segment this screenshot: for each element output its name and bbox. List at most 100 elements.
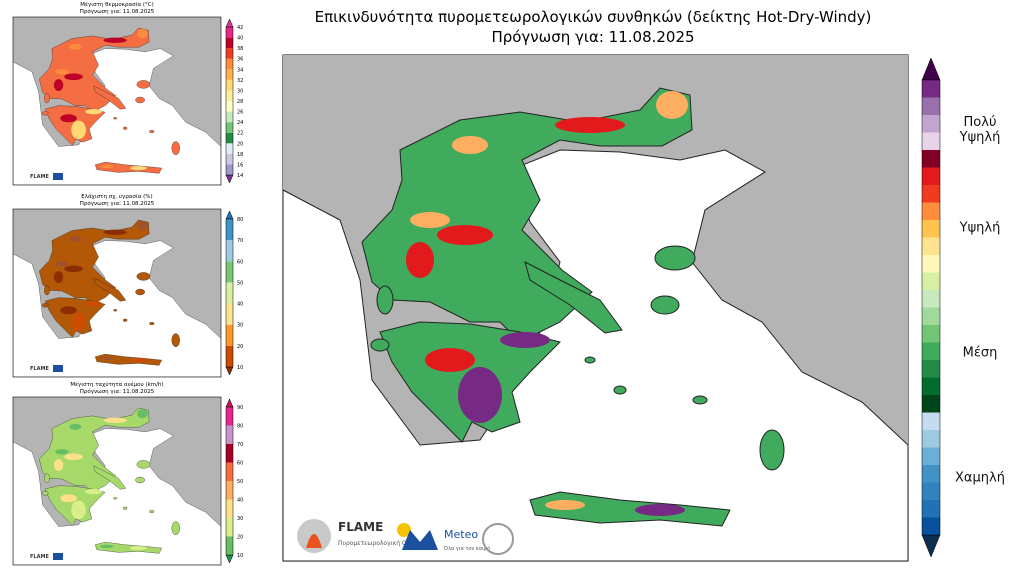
cbar-tick-label: 16 <box>237 162 243 168</box>
cbar-segment <box>922 342 940 360</box>
cbar-segment <box>226 164 233 175</box>
cbar-tick-label: 50 <box>237 479 243 485</box>
cbar-segment <box>226 58 233 70</box>
cbar-tick-label: 30 <box>237 323 243 329</box>
cbar-segment <box>226 37 233 49</box>
cbar-segment <box>226 90 233 101</box>
cbar-segment <box>226 240 233 262</box>
cbar-segment <box>922 237 940 255</box>
cbar-segment <box>922 132 940 150</box>
main-subtitle: Πρόγνωση για: 11.08.2025 <box>491 28 694 46</box>
flame-caption: Πυρομετεωρολογική Ομάδα <box>338 540 422 547</box>
cbar-segment <box>922 255 940 273</box>
cbar-tick-label: 28 <box>237 99 243 105</box>
cbar-segment <box>922 167 940 185</box>
cbar-segment <box>922 325 940 343</box>
cbar-segment <box>226 481 233 500</box>
cbar-tick-label: 20 <box>237 141 243 147</box>
cbar-arrow <box>225 398 234 408</box>
cbar-segment <box>922 307 940 325</box>
cbar-tick-label: 18 <box>237 152 243 158</box>
cbar-segment <box>226 143 233 154</box>
panel-map <box>13 209 221 377</box>
cbar-tick-label: 90 <box>237 405 243 411</box>
cbar-tick-label: 30 <box>237 516 243 522</box>
cbar-segment <box>226 425 233 444</box>
cbar-tick-label: 80 <box>237 217 243 223</box>
cbar-segment <box>922 185 940 203</box>
cbar-tick-label: 24 <box>237 120 243 126</box>
panel-map <box>13 17 221 185</box>
flame-logo: FLAME <box>338 520 383 534</box>
cbar-tick-label: 10 <box>237 553 243 559</box>
cbar-tick-label: 40 <box>237 498 243 504</box>
cbar-tick-label: 70 <box>237 442 243 448</box>
cbar-tick-label: 22 <box>237 131 243 137</box>
cbar-tick-label: 20 <box>237 535 243 541</box>
cbar-segment <box>226 27 233 38</box>
cbar-segment <box>922 517 940 535</box>
panel-subtitle: Πρόγνωση για: 11.08.2025 <box>80 8 155 15</box>
cbar-tick-label: 14 <box>237 173 243 179</box>
cbar-segment <box>922 447 940 465</box>
cbar-segment <box>226 261 233 283</box>
main-title: Επικινδυνότητα πυρομετεωρολογικών συνθηκ… <box>315 8 872 26</box>
cbar-segment <box>922 202 940 220</box>
cbar-segment <box>922 290 940 308</box>
cbar-segment <box>226 536 233 555</box>
meteo-caption: Όλα για τον καιρό <box>443 545 490 552</box>
cbar-tick-label: 60 <box>237 461 243 467</box>
cbar-arrow <box>225 210 234 220</box>
panel-logo: FLAME <box>30 366 49 372</box>
cbar-tick-label: 80 <box>237 424 243 430</box>
meteo-logo: Meteo <box>444 528 478 541</box>
cbar-segment <box>226 499 233 518</box>
cbar-segment <box>226 101 233 112</box>
cbar-frame <box>921 79 941 536</box>
panel-frame <box>12 208 222 378</box>
cbar-segment <box>226 69 233 80</box>
cbar-frame <box>225 406 234 556</box>
cbar-arrow <box>225 554 234 564</box>
cbar-segment <box>922 395 940 413</box>
main-map <box>283 55 908 561</box>
panel-logo: FLAME <box>30 174 49 180</box>
cbar-segment <box>226 345 233 367</box>
cbar-segment <box>226 407 233 426</box>
cbar-segment <box>922 220 940 238</box>
cbar-segment <box>922 430 940 448</box>
panel-subtitle: Πρόγνωση για: 11.08.2025 <box>80 388 155 395</box>
cbar-segment <box>922 412 940 430</box>
cbar-segment <box>922 377 940 395</box>
cbar-arrow <box>921 57 941 81</box>
cbar-tick-label: 40 <box>237 302 243 308</box>
cbar-tick-label: 60 <box>237 259 243 265</box>
panel-map <box>13 397 221 565</box>
cbar-segment <box>922 272 940 290</box>
cbar-arrow <box>921 534 941 558</box>
cbar-segment <box>922 360 940 378</box>
cbar-segment <box>226 462 233 481</box>
cbar-segment <box>226 324 233 346</box>
cbar-segment <box>226 48 233 59</box>
cbar-tick-label: 26 <box>237 110 243 116</box>
cbar-segment <box>226 122 233 133</box>
panel-logo: FLAME <box>30 554 49 560</box>
cbar-segment <box>226 153 233 165</box>
cbar-segment <box>922 80 940 98</box>
cbar-segment <box>922 115 940 133</box>
cbar-segment <box>922 500 940 518</box>
panel-logo-mark <box>53 553 63 560</box>
cbar-tick-label: 36 <box>237 57 243 63</box>
cbar-tick-label: 20 <box>237 344 243 350</box>
cbar-arrow <box>225 174 234 184</box>
cbar-arrow <box>225 366 234 376</box>
cbar-tick-label: 38 <box>237 46 243 52</box>
cbar-tick-label: 42 <box>237 25 243 31</box>
cbar-segment <box>226 303 233 325</box>
cbar-segment <box>922 150 940 168</box>
cbar-label: Μέση <box>962 345 998 361</box>
panel-logo-mark <box>53 173 63 180</box>
panel-logo-mark <box>53 365 63 372</box>
